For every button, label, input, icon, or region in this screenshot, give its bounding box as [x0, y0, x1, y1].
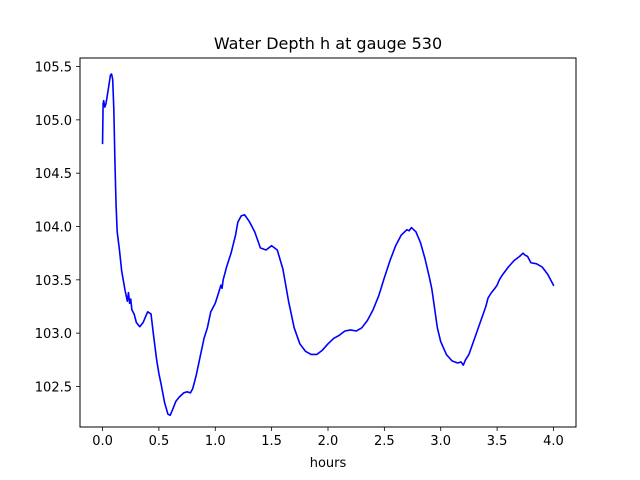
series-line-0 [101, 73, 555, 417]
x-tick-label: 1.0 [205, 434, 226, 449]
x-tick-label: 0.0 [92, 434, 113, 449]
x-tick-label: 0.5 [149, 434, 170, 449]
x-axis-label: hours [310, 456, 347, 471]
y-tick-label: 104.5 [35, 167, 72, 182]
y-tick-label: 103.0 [35, 327, 72, 342]
y-tick-label: 105.0 [35, 114, 72, 129]
x-tick-label: 2.0 [318, 434, 339, 449]
x-tick-label: 3.5 [487, 434, 508, 449]
x-tick-label: 1.5 [261, 434, 282, 449]
y-tick-label: 103.5 [35, 274, 72, 289]
y-tick-label: 104.0 [35, 221, 72, 236]
plot-area: 0.0 0.5 1.0 1.5 2.0 2.5 3.0 3.5 4.0 102.5 103.0 103… [35, 57, 577, 449]
x-tick-label: 4.0 [543, 434, 564, 449]
x-tick-label: 3.0 [430, 434, 451, 449]
y-tick-label: 105.5 [35, 61, 72, 76]
x-tick-label: 2.5 [374, 434, 395, 449]
chart-title: Water Depth h at gauge 530 [214, 34, 442, 53]
y-tick-label: 102.5 [35, 380, 72, 395]
